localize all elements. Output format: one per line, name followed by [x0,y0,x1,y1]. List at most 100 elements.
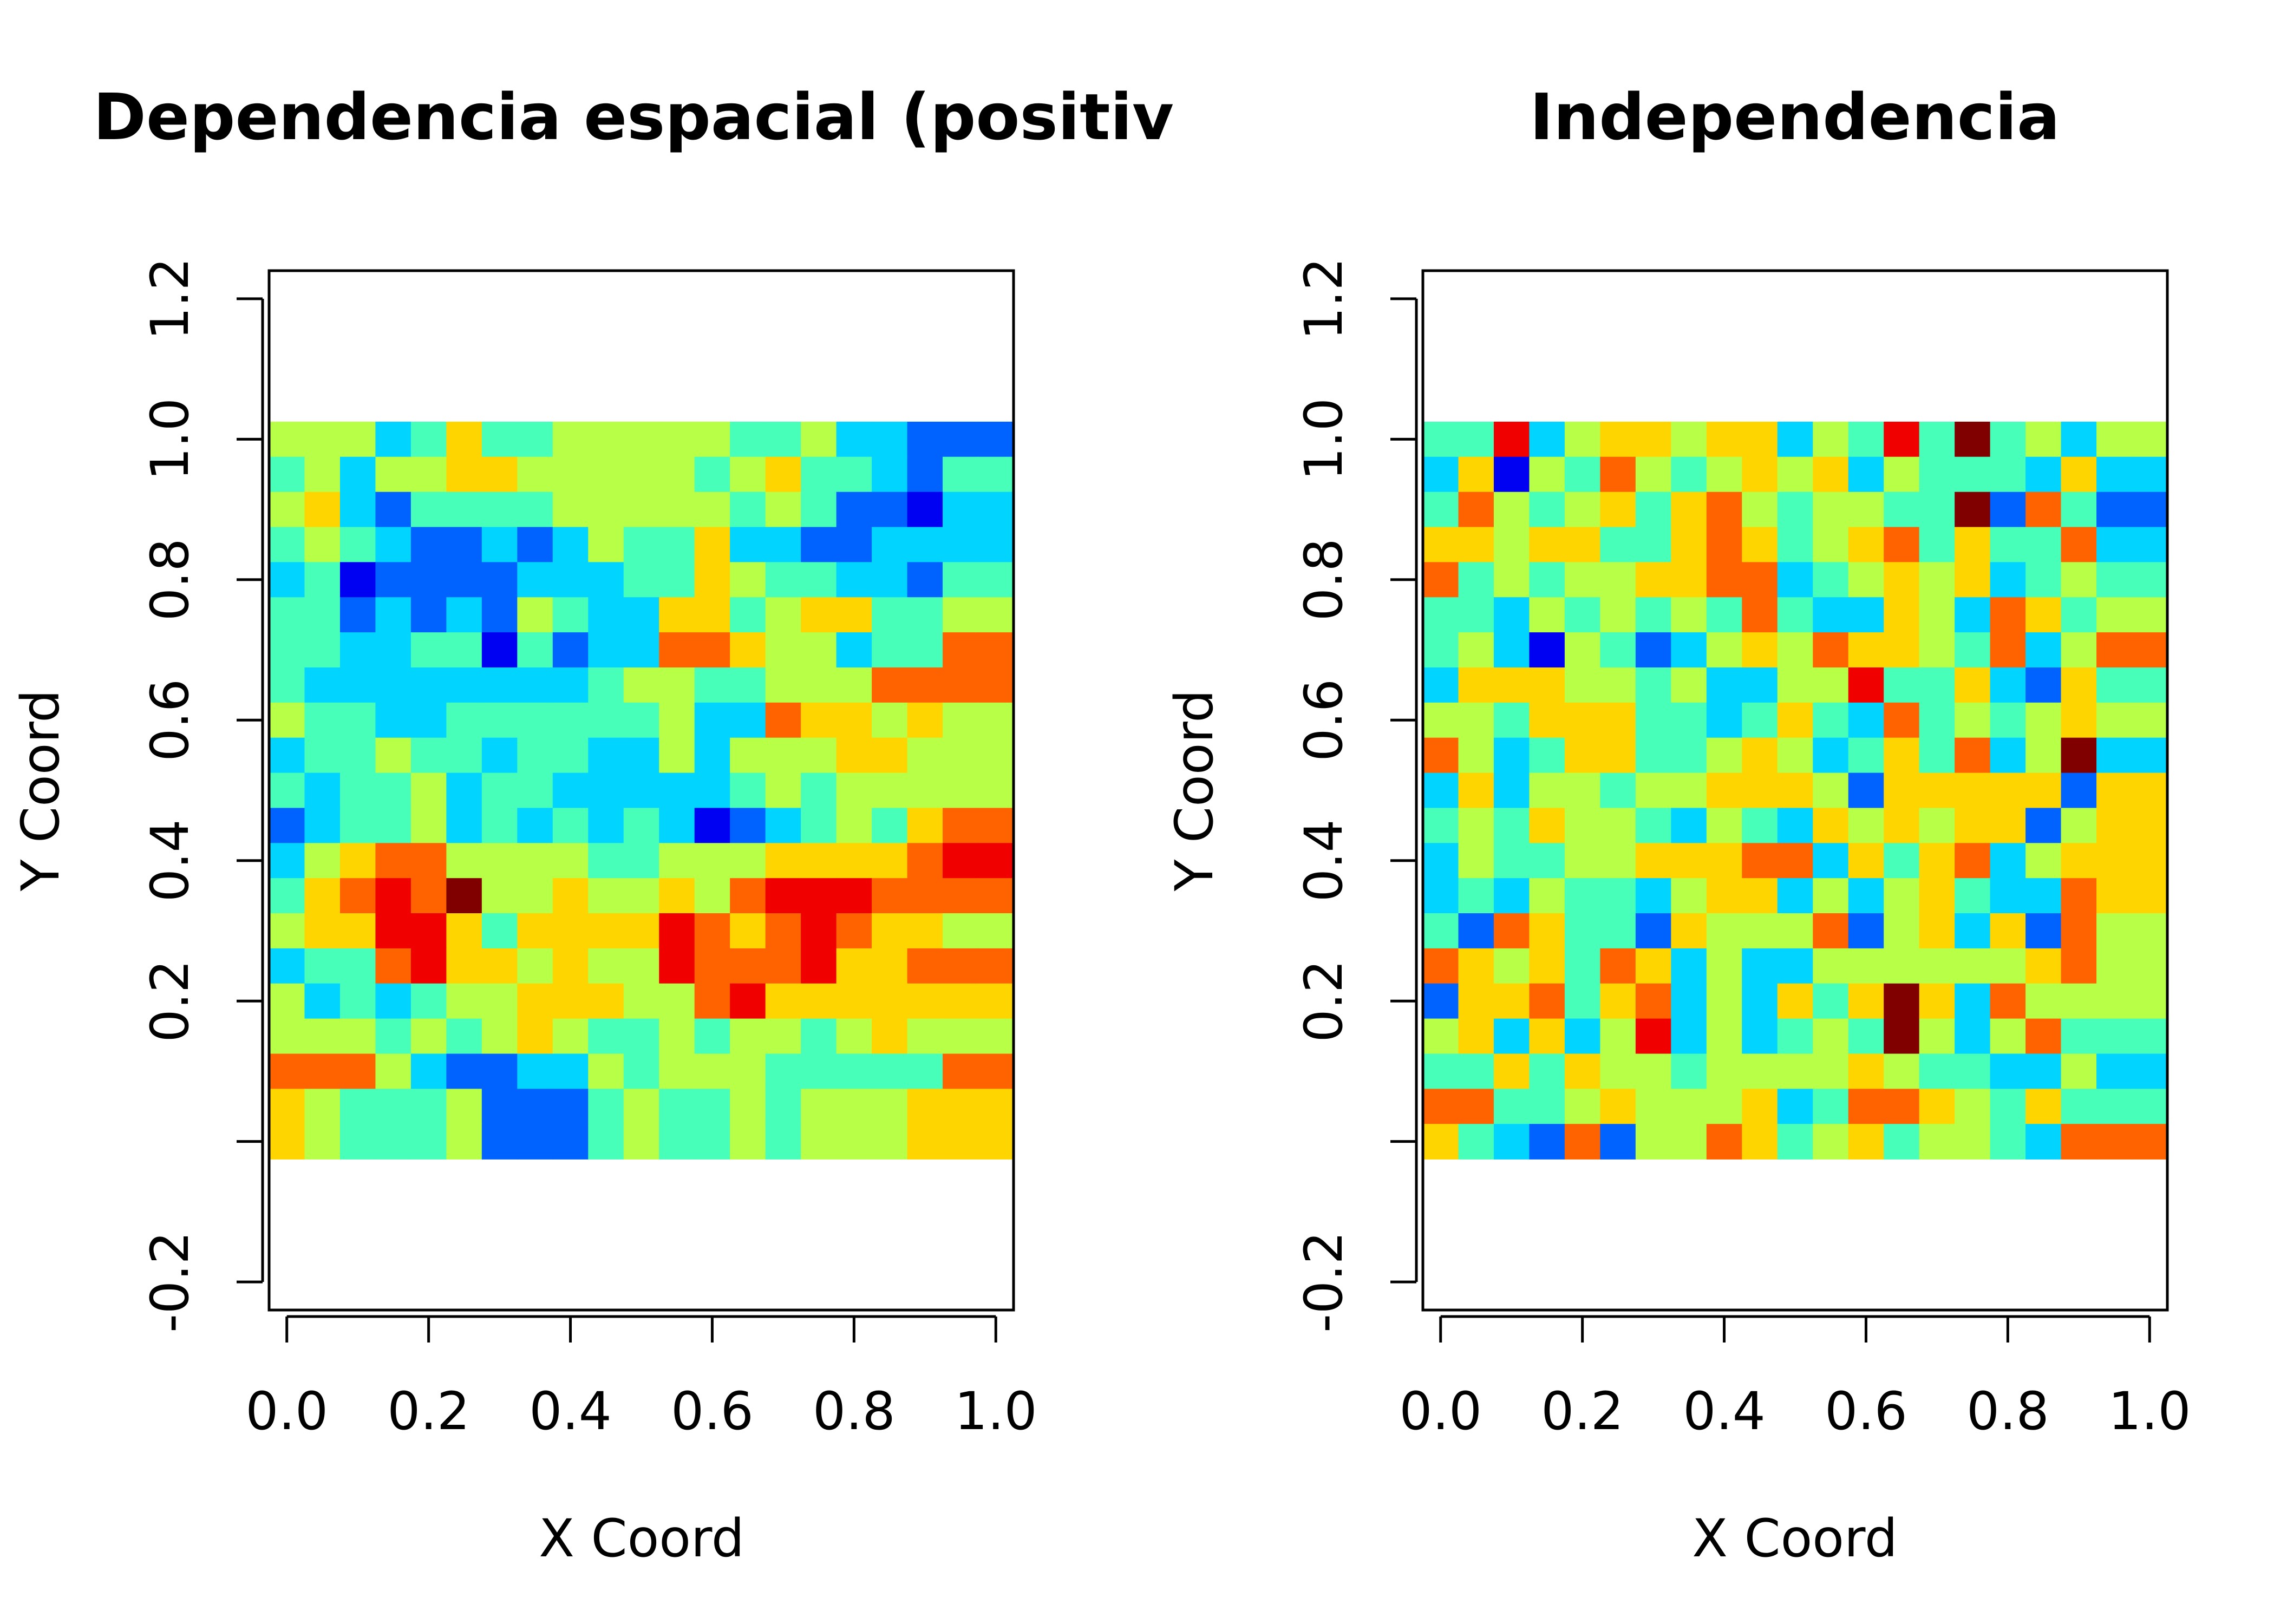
heatmap-cell [552,597,589,633]
heatmap-cell [269,702,305,738]
heatmap-cell [1706,948,1743,984]
heatmap-cell [1564,843,1601,879]
heatmap-cell [694,843,730,879]
heatmap-cell [1742,1124,1778,1160]
heatmap-cell [410,948,447,984]
heatmap-cell [410,632,447,668]
heatmap-cell [1813,878,1849,914]
heatmap-cell [1423,667,1459,703]
heatmap-cell [1955,808,1991,844]
heatmap-cell [1742,772,1778,809]
heatmap-cell [1813,667,1849,703]
heatmap-cell [1742,737,1778,774]
heatmap-cell [552,702,589,738]
heatmap-cell [1990,948,2026,984]
heatmap-cell [2096,421,2133,457]
heatmap-cell [1813,597,1849,633]
heatmap-cell [1777,843,1814,879]
heatmap-cell [446,913,482,949]
heatmap-cell [2025,843,2062,879]
heatmap-cell [1600,772,1636,809]
heatmap-cell [765,632,801,668]
heatmap-cell [1919,737,1955,774]
heatmap-cell [1813,1089,1849,1125]
heatmap-cell [1423,527,1459,563]
heatmap-cell [588,597,624,633]
heatmap-cell [1671,597,1707,633]
heatmap-cell [943,1124,979,1160]
heatmap-cell [552,421,589,457]
heatmap-cell [481,1089,518,1125]
heatmap-cell [269,772,305,809]
heatmap-cell [1990,1124,2026,1160]
heatmap-cell [304,702,341,738]
heatmap-cell [623,772,660,809]
heatmap-cell [1564,562,1601,598]
heatmap-cell [517,913,553,949]
heatmap-cell [1493,913,1530,949]
x-tick-label: 0.4 [529,1381,612,1442]
heatmap-cell [304,948,341,984]
heatmap-cell [481,948,518,984]
heatmap-cell [765,1089,801,1125]
heatmap-cell [2132,1053,2168,1090]
heatmap-cell [1423,421,1459,457]
x-tick-label: 0.2 [1541,1381,1624,1442]
heatmap-cell [765,421,801,457]
heatmap-cell [1848,878,1884,914]
heatmap-cell [1777,667,1814,703]
heatmap-cell [2025,527,2062,563]
heatmap-cell [304,421,341,457]
heatmap-cell [375,983,411,1019]
y-axis-label: Y Coord [10,690,71,892]
heatmap-cell [446,983,482,1019]
heatmap-cell [1529,843,1565,879]
heatmap-cell [410,492,447,528]
heatmap-cell [1990,492,2026,528]
heatmap-cell [1493,808,1530,844]
heatmap-cell [410,527,447,563]
heatmap-cell [375,1089,411,1125]
heatmap-cell [836,492,872,528]
heatmap-cell [623,702,660,738]
heatmap-cell [269,948,305,984]
heatmap-cell [1742,492,1778,528]
heatmap-cell [481,632,518,668]
heatmap-cell [730,421,766,457]
x-tick-label: 0.8 [813,1381,896,1442]
heatmap-cell [907,1053,943,1090]
heatmap-cell [481,878,518,914]
y-tick-label: -0.2 [140,1231,200,1332]
heatmap-cell [659,843,695,879]
heatmap-cell [801,632,837,668]
heatmap-cell [836,562,872,598]
heatmap-cell [1564,1053,1601,1090]
heatmap-cell [304,1053,341,1090]
heatmap-cell [907,1018,943,1055]
heatmap-cell [1600,983,1636,1019]
heatmap-cell [978,562,1014,598]
heatmap-cell [339,1089,376,1125]
heatmap-cell [1458,1053,1494,1090]
heatmap-cell [446,772,482,809]
heatmap-cell [1635,948,1672,984]
heatmap-cell [2061,843,2097,879]
heatmap-cell [801,421,837,457]
heatmap-cell [339,878,376,914]
heatmap-cell [1458,878,1494,914]
heatmap-cell [943,562,979,598]
heatmap-cell [410,1053,447,1090]
heatmap-cell [1635,878,1672,914]
heatmap-cell [1777,702,1814,738]
heatmap-cell [552,1053,589,1090]
heatmap-cell [1848,983,1884,1019]
heatmap-cell [730,1089,766,1125]
heatmap-cell [304,808,341,844]
heatmap-cell [1564,808,1601,844]
heatmap-cell [1777,456,1814,493]
heatmap-cell [1493,843,1530,879]
heatmap-cell [1813,983,1849,1019]
heatmap-cell [2132,878,2168,914]
heatmap-cell [1706,983,1743,1019]
heatmap-cell [2132,772,2168,809]
